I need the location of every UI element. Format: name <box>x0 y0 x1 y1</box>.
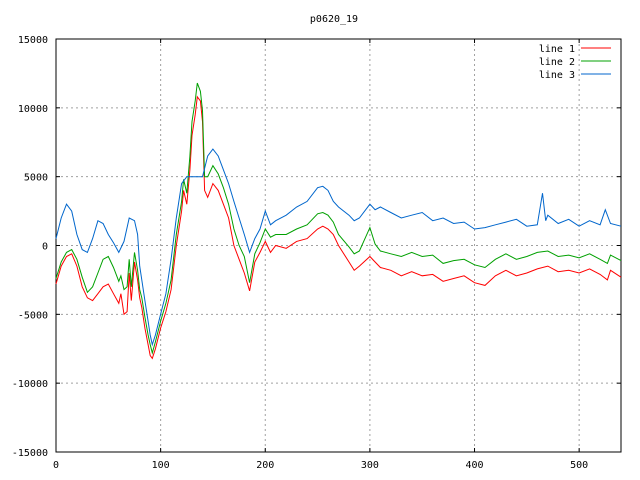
series-line-2 <box>55 82 622 355</box>
legend: line 1 line 2 line 3 <box>539 44 611 81</box>
plot-frame <box>55 38 622 453</box>
axis-ticks: 0 100 200 300 400 500 -15000 -10000 -5000 0 5000 10… <box>12 35 621 471</box>
y-tick-label: 0 <box>42 242 48 253</box>
y-tick-label: 10000 <box>18 104 48 115</box>
x-tick-label: 100 <box>152 460 170 471</box>
y-tick-label: -15000 <box>12 448 48 459</box>
y-tick-label: -5000 <box>18 310 48 321</box>
y-tick-label: 15000 <box>18 35 48 46</box>
y-tick-label: -10000 <box>12 379 48 390</box>
x-tick-label: 500 <box>570 460 588 471</box>
x-tick-label: 400 <box>465 460 483 471</box>
y-tick-label: 5000 <box>24 173 48 184</box>
chart-title: p0620_19 <box>310 14 358 25</box>
grid-lines <box>56 39 621 452</box>
legend-label-3: line 3 <box>539 70 575 81</box>
series-line-3 <box>55 148 622 347</box>
legend-label-2: line 2 <box>539 57 575 68</box>
x-tick-label: 200 <box>256 460 274 471</box>
series-lines <box>55 82 622 360</box>
legend-label-1: line 1 <box>539 44 575 55</box>
series-line-1 <box>55 95 622 360</box>
x-tick-label: 0 <box>53 460 59 471</box>
x-tick-label: 300 <box>361 460 379 471</box>
